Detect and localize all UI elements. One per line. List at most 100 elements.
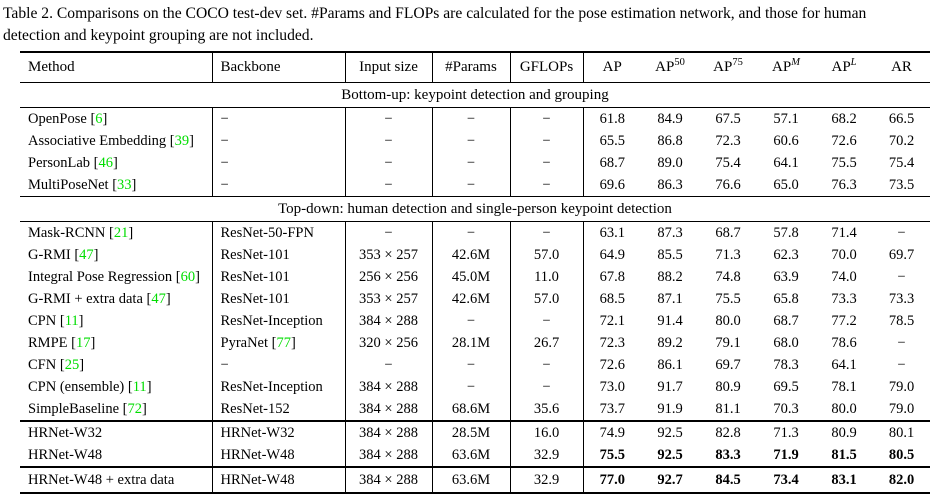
cell-params: − [432, 152, 511, 175]
cell-ap: 65.5 [599, 132, 625, 149]
citation-link[interactable]: 46 [98, 154, 113, 171]
cell-apL: 71.4 [831, 224, 857, 241]
table-row: HRNet-W32 HRNet-W32 384 × 288 28.5M 16.0 74.9… [20, 420, 930, 445]
citation-link[interactable]: 6 [95, 110, 103, 127]
cell-ar: 75.4 [888, 154, 915, 171]
table-caption: Table 2. Comparisons on the COCO test-de… [3, 3, 938, 46]
table-row: Associative Embedding [39] − − − −65.5 86.8 72… [20, 130, 930, 153]
cell-backbone: HRNet-W48 [212, 466, 346, 495]
cell-apL: 68.2 [831, 110, 857, 127]
citation-link[interactable]: 39 [174, 132, 190, 149]
cell-input-size: 320 × 256 [345, 332, 433, 355]
citation-link[interactable]: 33 [117, 176, 132, 193]
cell-input-size: 384 × 288 [345, 310, 433, 333]
citation-link[interactable]: 60 [180, 268, 196, 285]
cell-apL: 72.6 [831, 132, 857, 149]
cell-ap: 75.5 [599, 446, 625, 463]
cell-apL: 77.2 [831, 312, 857, 329]
table-row: OpenPose [6] − − − −61.8 84.9 67.5 57.1 68.2 66.5 [20, 107, 930, 131]
cell-method: CPN [11] [20, 310, 213, 333]
cell-apM: 68.0 [773, 334, 799, 351]
cell-ap: 61.8 [599, 110, 625, 127]
cell-ar: 73.5 [888, 176, 915, 193]
cell-params: 68.6M [432, 398, 511, 422]
citation-link[interactable]: 25 [64, 356, 80, 373]
caption-line-1: Table 2. Comparisons on the COCO test-de… [3, 5, 867, 22]
cell-ap75: 83.3 [715, 446, 741, 463]
cell-backbone: ResNet-50-FPN [212, 221, 346, 245]
cell-ap50: 87.1 [657, 290, 683, 307]
cell-ap50: 84.9 [657, 110, 683, 127]
cell-ap75: 67.5 [715, 110, 741, 127]
cell-params: 45.0M [432, 266, 511, 289]
cell-input-size: − [345, 130, 433, 153]
cell-ap75: 69.7 [715, 356, 741, 373]
cell-ar: 66.5 [888, 110, 915, 127]
col-header-method: Method [20, 51, 213, 84]
cell-ap75: 82.8 [699, 420, 757, 445]
cell-method: SimpleBaseline [72] [20, 398, 213, 422]
cell-ap: 68.7 [599, 154, 625, 171]
cell-ap: 69.6 [599, 176, 625, 193]
citation-link[interactable]: 17 [75, 334, 91, 351]
cell-ap50: 86.8 [657, 132, 683, 149]
table-row: HRNet-W48 HRNet-W48 384 × 288 63.6M 32.9 75.5… [20, 444, 930, 468]
cell-apL: 83.1 [815, 466, 873, 495]
cell-ar: 82.0 [873, 466, 930, 495]
cell-backbone: − [212, 174, 346, 197]
citation-link[interactable]: 47 [79, 246, 94, 263]
cell-apM: 65.0 [773, 176, 799, 193]
cell-apM: 71.3 [757, 420, 815, 445]
cell-backbone: HRNet-W32 [212, 420, 346, 445]
cell-ap50: 91.9 [657, 400, 683, 417]
cell-params: − [432, 107, 511, 131]
cell-apL: 80.9 [815, 420, 873, 445]
cell-params: 42.6M [432, 244, 511, 267]
citation-link[interactable]: 11 [64, 312, 79, 329]
cell-method: Associative Embedding [39] [20, 130, 213, 153]
cell-apM: 70.3 [773, 400, 799, 417]
cell-apL: 78.1 [831, 378, 857, 395]
cell-apM: 60.6 [773, 132, 799, 149]
cell-params: − [432, 310, 511, 333]
cell-params: 42.6M [432, 288, 511, 311]
cell-gflops: − [510, 354, 584, 377]
citation-link[interactable]: 47 [151, 290, 166, 307]
cell-input-size: 353 × 257 [345, 288, 433, 311]
cell-ap50: 89.0 [657, 154, 683, 171]
cell-ap50: 85.5 [657, 246, 683, 263]
cell-ar: 73.3 [888, 290, 915, 307]
cell-backbone: ResNet-101 [212, 288, 346, 311]
col-header-ar: AR [873, 51, 930, 84]
citation-link[interactable]: 72 [127, 400, 142, 417]
cell-ap75: 75.5 [715, 290, 741, 307]
col-header-gflops: GFLOPs [510, 51, 584, 84]
cell-ar: − [897, 356, 906, 373]
citation-link[interactable]: 11 [132, 378, 147, 395]
cell-ap: 72.1 [599, 312, 625, 329]
cell-input-size: − [345, 174, 433, 197]
section-header-row: Top-down: human detection and single-per… [20, 196, 930, 223]
cell-ap: 64.9 [599, 246, 625, 263]
citation-link[interactable]: 21 [113, 224, 129, 241]
cell-method: RMPE [17] [20, 332, 213, 355]
cell-input-size: − [345, 152, 433, 175]
cell-ap75: 81.1 [715, 400, 741, 417]
cell-method: OpenPose [6] [20, 107, 213, 131]
col-header-apL: APL [815, 51, 873, 84]
cell-method: CFN [25] [20, 354, 213, 377]
cell-params: 63.6M [432, 466, 511, 495]
section-header-row: Bottom-up: keypoint detection and groupi… [20, 82, 930, 109]
cell-apM: 69.5 [773, 378, 799, 395]
citation-link[interactable]: 77 [276, 334, 291, 351]
table-row: CPN (ensemble) [11] ResNet-Inception 384 ×… [20, 376, 930, 399]
cell-ar: 80.1 [873, 420, 930, 445]
cell-ap50: 92.5 [657, 446, 683, 463]
cell-method: G-RMI + extra data [47] [20, 288, 213, 311]
col-header-params: #Params [432, 51, 511, 84]
cell-ap50: 86.1 [657, 356, 683, 373]
cell-ap50: 91.7 [657, 378, 683, 395]
cell-apL: 73.3 [831, 290, 857, 307]
cell-backbone: − [212, 130, 346, 153]
cell-ar: 69.7 [888, 246, 915, 263]
